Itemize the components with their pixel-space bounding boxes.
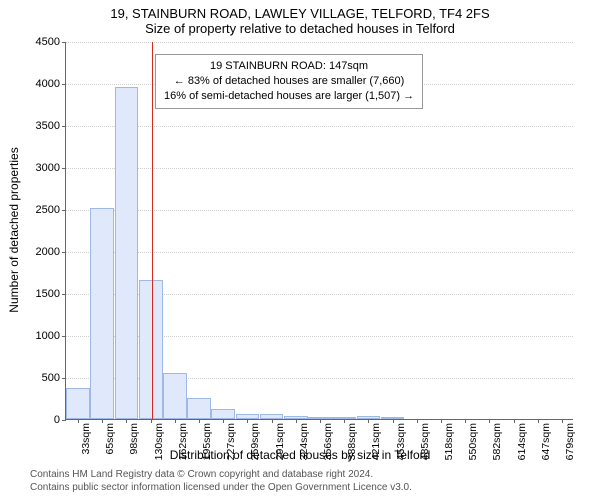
gridline xyxy=(66,210,573,211)
footnote-line: Contains public sector information licen… xyxy=(30,481,412,494)
x-tick-mark xyxy=(368,419,369,423)
y-tick-mark xyxy=(62,294,66,295)
y-tick-mark xyxy=(62,84,66,85)
y-tick-mark xyxy=(62,252,66,253)
gridline xyxy=(66,42,573,43)
reference-line xyxy=(152,42,153,419)
x-tick-mark xyxy=(151,419,152,423)
x-tick-mark xyxy=(514,419,515,423)
y-axis-label: Number of detached properties xyxy=(7,147,21,312)
histogram-bar xyxy=(66,388,90,419)
footnote: Contains HM Land Registry data © Crown c… xyxy=(30,468,412,494)
histogram-bar xyxy=(187,398,211,419)
page-subtitle: Size of property relative to detached ho… xyxy=(0,21,600,36)
x-tick-mark xyxy=(175,419,176,423)
x-tick-mark xyxy=(538,419,539,423)
x-tick-mark xyxy=(465,419,466,423)
chart: 05001000150020002500300035004000450033sq… xyxy=(65,42,573,420)
callout-line: 19 STAINBURN ROAD: 147sqm xyxy=(164,59,414,74)
histogram-bar xyxy=(90,208,114,419)
x-tick-mark xyxy=(199,419,200,423)
x-axis-label: Distribution of detached houses by size … xyxy=(0,448,600,462)
x-tick-mark xyxy=(562,419,563,423)
histogram-bar xyxy=(115,87,139,419)
y-tick-mark xyxy=(62,168,66,169)
footnote-line: Contains HM Land Registry data © Crown c… xyxy=(30,468,412,481)
x-tick-mark xyxy=(441,419,442,423)
callout-line: 16% of semi-detached houses are larger (… xyxy=(164,89,414,104)
x-tick-mark xyxy=(344,419,345,423)
histogram-bar xyxy=(163,373,187,419)
y-tick-mark xyxy=(62,336,66,337)
callout-box: 19 STAINBURN ROAD: 147sqm ← 83% of detac… xyxy=(155,54,423,109)
y-tick-mark xyxy=(62,378,66,379)
x-tick-mark xyxy=(417,419,418,423)
gridline xyxy=(66,168,573,169)
gridline xyxy=(66,252,573,253)
gridline xyxy=(66,126,573,127)
x-tick-mark xyxy=(489,419,490,423)
x-tick-mark xyxy=(393,419,394,423)
histogram-bar xyxy=(211,409,235,419)
y-tick-mark xyxy=(62,210,66,211)
x-tick-mark xyxy=(126,419,127,423)
x-tick-mark xyxy=(296,419,297,423)
x-tick-mark xyxy=(247,419,248,423)
x-tick-mark xyxy=(78,419,79,423)
y-tick-mark xyxy=(62,126,66,127)
y-tick-mark xyxy=(62,420,66,421)
y-tick-mark xyxy=(62,42,66,43)
callout-line: ← 83% of detached houses are smaller (7,… xyxy=(164,74,414,89)
x-tick-mark xyxy=(320,419,321,423)
page-title: 19, STAINBURN ROAD, LAWLEY VILLAGE, TELF… xyxy=(0,6,600,21)
x-tick-mark xyxy=(272,419,273,423)
histogram-bar xyxy=(139,280,163,419)
x-tick-mark xyxy=(102,419,103,423)
x-tick-mark xyxy=(223,419,224,423)
